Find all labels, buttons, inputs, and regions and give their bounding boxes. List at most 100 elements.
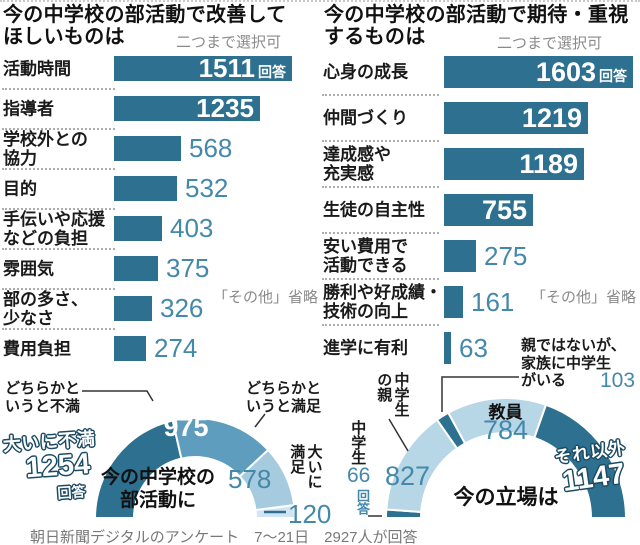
bar-label: 部の多さ、 少なさ (3, 289, 88, 328)
leader-line-rather-dissatisfied (82, 390, 154, 402)
row-separator (322, 232, 439, 234)
bar-label: 安い費用で 活動できる (323, 236, 408, 275)
row-separator (2, 288, 115, 290)
bar-label: 目的 (3, 178, 37, 198)
left-donut-center-label: 今の中学校の 部活動に (95, 466, 221, 512)
bar-label: 達成感や 充実感 (323, 144, 391, 183)
bar-label: 仲間づくり (323, 108, 408, 128)
bar-value: 1219 (521, 103, 582, 133)
bar-label: 生徒の自主性 (323, 200, 425, 220)
right-chart-note: 二つまで選択可 (497, 35, 603, 52)
bar-value: 403 (170, 213, 214, 243)
bar-指導者 (114, 96, 260, 121)
unit-student: 回答 (354, 489, 370, 515)
source-footer: 朝日新聞デジタルのアンケート 7〜21日 2927人が回答 (30, 529, 418, 545)
right-chart-title-line1: 今の中学校の部活動で期待・重視 (324, 4, 629, 26)
bar-活動時間 (114, 56, 292, 81)
bar-label: 費用負担 (3, 338, 71, 358)
bar-value: 326 (160, 293, 204, 323)
leader-line-family (441, 376, 519, 412)
callout-rather-satisfied: どちらかと いうと満足 (246, 380, 322, 415)
leader-line-rather-satisfied (254, 413, 266, 428)
bar-目的 (114, 176, 177, 201)
very-dissatisfied-value: 1254 (24, 447, 92, 485)
very-dissatisfied-unit: 回答 (56, 483, 86, 502)
label-very-dissatisfied: 大いに不満 1254 回答 (2, 425, 100, 507)
bar-費用負担 (114, 336, 146, 361)
bar-label: 活動時間 (3, 58, 71, 78)
value-578: 578 (228, 464, 272, 494)
bar-label: 学校外との 協力 (3, 129, 88, 168)
bar-label: 指導者 (3, 98, 54, 118)
bar-value: 63 (459, 333, 488, 363)
bar-仲間づくり (444, 102, 588, 134)
value-66: 66 (347, 464, 371, 487)
label-very-satisfied: 大いに 満足 (288, 444, 323, 489)
left-donut-center-line1: 今の中学校の (100, 467, 215, 488)
left-chart-note: 二つまで選択可 (176, 34, 282, 51)
callout-family: 親ではないが、 家族に中学生 がいる (521, 337, 626, 390)
row-separator (2, 208, 115, 210)
row-separator (2, 248, 115, 250)
bar-学校外との協力 (114, 136, 181, 161)
bar-value: 161 (471, 287, 515, 317)
bar-value-unit: 回答 (599, 68, 627, 84)
bar-生徒の自主性 (444, 194, 533, 226)
bar-value: 1189 (519, 149, 578, 179)
top-dotted-rule (0, 0, 640, 2)
bar-部の多さ、少なさ (114, 296, 152, 321)
bar-value: 568 (189, 133, 233, 163)
right-donut-center-label: 今の立場は (453, 486, 559, 509)
bar-label: 心身の成長 (323, 62, 408, 82)
right-chart-other-note: 「その他」省略 (531, 289, 637, 306)
label-student: 中学生 (349, 420, 367, 465)
bar-進学に有利 (444, 332, 451, 364)
row-separator (322, 324, 439, 326)
bar-安い費用で活動できる (444, 240, 476, 272)
bar-value: 755 (481, 195, 527, 225)
row-separator (2, 128, 115, 130)
bar-value: 532 (185, 173, 229, 203)
leader-line-parent (388, 418, 409, 452)
bar-value: 1235 (196, 93, 254, 123)
bar-雰囲気 (114, 256, 158, 281)
row-separator (322, 186, 439, 188)
row-separator (322, 278, 439, 280)
value-784: 784 (482, 415, 529, 445)
bar-心身の成長 (444, 56, 633, 88)
bar-勝利や好成績・技術の向上 (444, 286, 463, 318)
label-others: それ以外 1147 (543, 432, 640, 500)
bar-label: 進学に有利 (323, 338, 408, 358)
bar-手伝いや応援などの負担 (114, 216, 162, 241)
value-120: 120 (288, 499, 332, 529)
value-827: 827 (385, 461, 431, 491)
row-separator (322, 94, 439, 96)
donut-segment-それ以外 (533, 403, 628, 519)
bar-達成感や充実感 (444, 148, 584, 180)
row-separator (2, 88, 115, 90)
left-chart-title-line2: ほしいものは (3, 26, 125, 48)
bar-label: 勝利や好成績・ 技術の向上 (323, 282, 442, 321)
row-separator (2, 328, 115, 330)
label-parent: 中学生 の親 (375, 372, 410, 417)
row-separator (322, 140, 439, 142)
bar-value: 274 (154, 333, 198, 363)
left-chart-other-note: 「その他」省略 (213, 289, 319, 306)
satisfaction-donut (93, 417, 297, 519)
bar-value: 375 (166, 253, 210, 283)
left-donut-center-line2: 部活動に (119, 490, 196, 512)
bar-value: 1511 回答 (198, 53, 286, 83)
label-teacher: 教員 (488, 403, 523, 422)
bar-value: 275 (484, 241, 528, 271)
row-separator (2, 168, 115, 170)
callout-rather-dissatisfied: どちらかと いうと不満 (5, 380, 81, 415)
position-donut (384, 397, 628, 519)
right-chart-title-line2: するものは (324, 26, 426, 48)
bar-label: 手伝いや応援 などの負担 (3, 209, 105, 248)
bar-value: 1603 回答 (444, 56, 633, 88)
left-chart-title-line1: 今の中学校の部活動で改善して (3, 4, 287, 26)
value-975: 975 (163, 412, 209, 442)
value-103: 103 (600, 369, 636, 392)
